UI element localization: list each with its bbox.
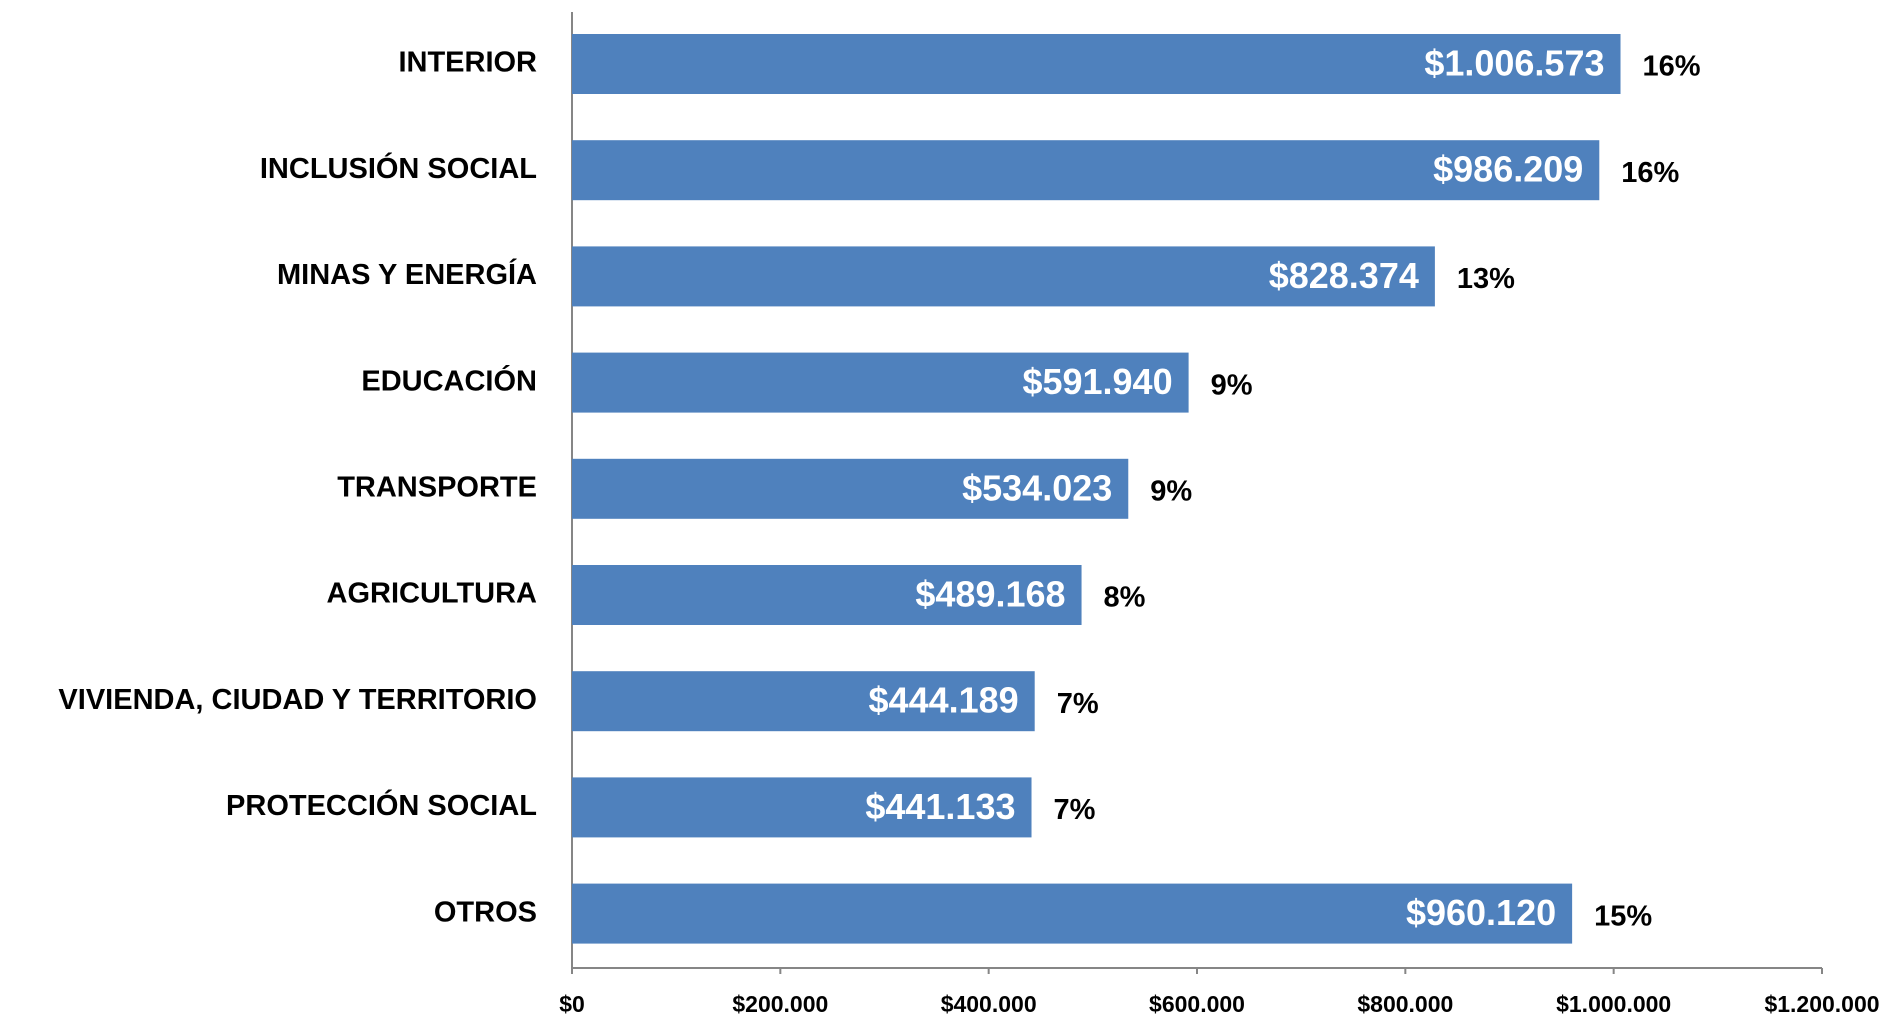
percent-label: 9% xyxy=(1150,475,1192,507)
category-label: OTROS xyxy=(434,896,537,928)
category-label: INTERIOR xyxy=(398,47,537,79)
x-tick-label: $200.000 xyxy=(732,991,828,1016)
bar xyxy=(572,246,1435,307)
bar xyxy=(572,565,1082,625)
bar xyxy=(572,883,1573,944)
category-label: TRANSPORTE xyxy=(337,471,537,503)
category-label: AGRICULTURA xyxy=(327,578,538,610)
value-label: $591.940 xyxy=(1022,361,1172,402)
percent-label: 15% xyxy=(1594,900,1652,932)
bar xyxy=(572,352,1189,413)
bar xyxy=(572,34,1621,94)
value-label: $441.133 xyxy=(865,786,1015,827)
x-tick-label: $800.000 xyxy=(1357,991,1453,1016)
percent-label: 7% xyxy=(1054,794,1096,826)
bar xyxy=(572,671,1035,732)
percent-label: 7% xyxy=(1057,688,1099,720)
percent-label: 16% xyxy=(1621,157,1679,189)
category-label: EDUCACIÓN xyxy=(361,363,537,397)
bar xyxy=(572,140,1600,201)
value-label: $534.023 xyxy=(962,467,1112,508)
percent-label: 13% xyxy=(1457,263,1515,295)
value-label: $828.374 xyxy=(1269,255,1419,296)
x-tick-label: $600.000 xyxy=(1149,991,1245,1016)
category-label: VIVIENDA, CIUDAD Y TERRITORIO xyxy=(58,684,537,716)
category-label: MINAS Y ENERGÍA xyxy=(277,257,537,291)
x-tick-label: $400.000 xyxy=(941,991,1037,1016)
x-tick-label: $1.000.000 xyxy=(1556,991,1671,1016)
value-label: $444.189 xyxy=(869,680,1019,721)
x-tick-label: $0 xyxy=(559,991,585,1016)
bar xyxy=(572,458,1129,519)
x-tick-label: $1.200.000 xyxy=(1764,991,1879,1016)
percent-label: 8% xyxy=(1104,582,1146,614)
percent-label: 16% xyxy=(1643,51,1701,83)
value-label: $489.168 xyxy=(915,574,1065,615)
value-label: $986.209 xyxy=(1433,149,1583,190)
percent-label: 9% xyxy=(1211,369,1253,401)
value-label: $1.006.573 xyxy=(1424,43,1604,84)
value-label: $960.120 xyxy=(1406,892,1556,933)
category-label: PROTECCIÓN SOCIAL xyxy=(226,788,537,822)
category-label: INCLUSIÓN SOCIAL xyxy=(260,151,537,185)
bar xyxy=(572,777,1032,838)
